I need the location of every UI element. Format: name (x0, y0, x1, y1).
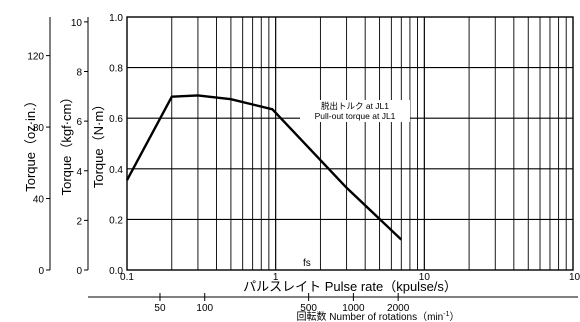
rotation-label-suffix: ） (449, 311, 459, 322)
ytick-kgfcm-label: 8 (76, 68, 82, 79)
rotation-axis-label: 回転数 Number of rotations（min-1） (297, 310, 460, 322)
ylabel-kgfcm: Torque（kgf·cm） (59, 91, 74, 196)
plot-frame (127, 17, 573, 270)
ytick-nm-label: 1.0 (109, 13, 123, 24)
ytick-nm-label: 0.2 (109, 215, 123, 226)
x-axis-label: パルスレイト Pulse rate（kpulse/s） (243, 279, 457, 294)
fs-label: fs (303, 258, 311, 269)
ytick-kgfcm-label: 4 (76, 167, 82, 178)
ytick-nm-label: 0.8 (109, 64, 123, 75)
ylabel-ozin: Torque（oz·in.） (23, 94, 38, 192)
chart-grid (127, 17, 573, 270)
ytick-nm-label: 0.4 (109, 165, 123, 176)
ytick-ozin-label: 40 (33, 195, 45, 206)
ytick-ozin-label: 80 (33, 123, 45, 134)
rotation-axis-ticks: 50 100 500 1000 2000 (154, 293, 409, 314)
ytick-ozin-label: 0 (38, 266, 44, 277)
annotation-line-1: 脱出トルク at JL1 (321, 101, 389, 111)
xtick-label: 100 (569, 272, 580, 283)
ylabel-nm: Torque（N·m） (91, 98, 106, 188)
ytick-kgfcm-label: 6 (76, 117, 82, 128)
ytick-nm-label: 0.6 (109, 114, 123, 125)
rotation-tick-label: 50 (154, 303, 166, 314)
ytick-ozin-label: 120 (27, 52, 44, 63)
ytick-kgfcm-label: 10 (71, 18, 83, 29)
ytick-kgfcm-label: 0 (76, 266, 82, 277)
ytick-kgfcm-label: 2 (76, 216, 82, 227)
rotation-tick-label: 100 (196, 303, 213, 314)
rotation-label-prefix: 回転数 Number of rotations（min (297, 310, 444, 322)
annotation-line-2: Pull-out torque at JL1 (315, 111, 396, 121)
xtick-label: 0.1 (120, 272, 134, 283)
